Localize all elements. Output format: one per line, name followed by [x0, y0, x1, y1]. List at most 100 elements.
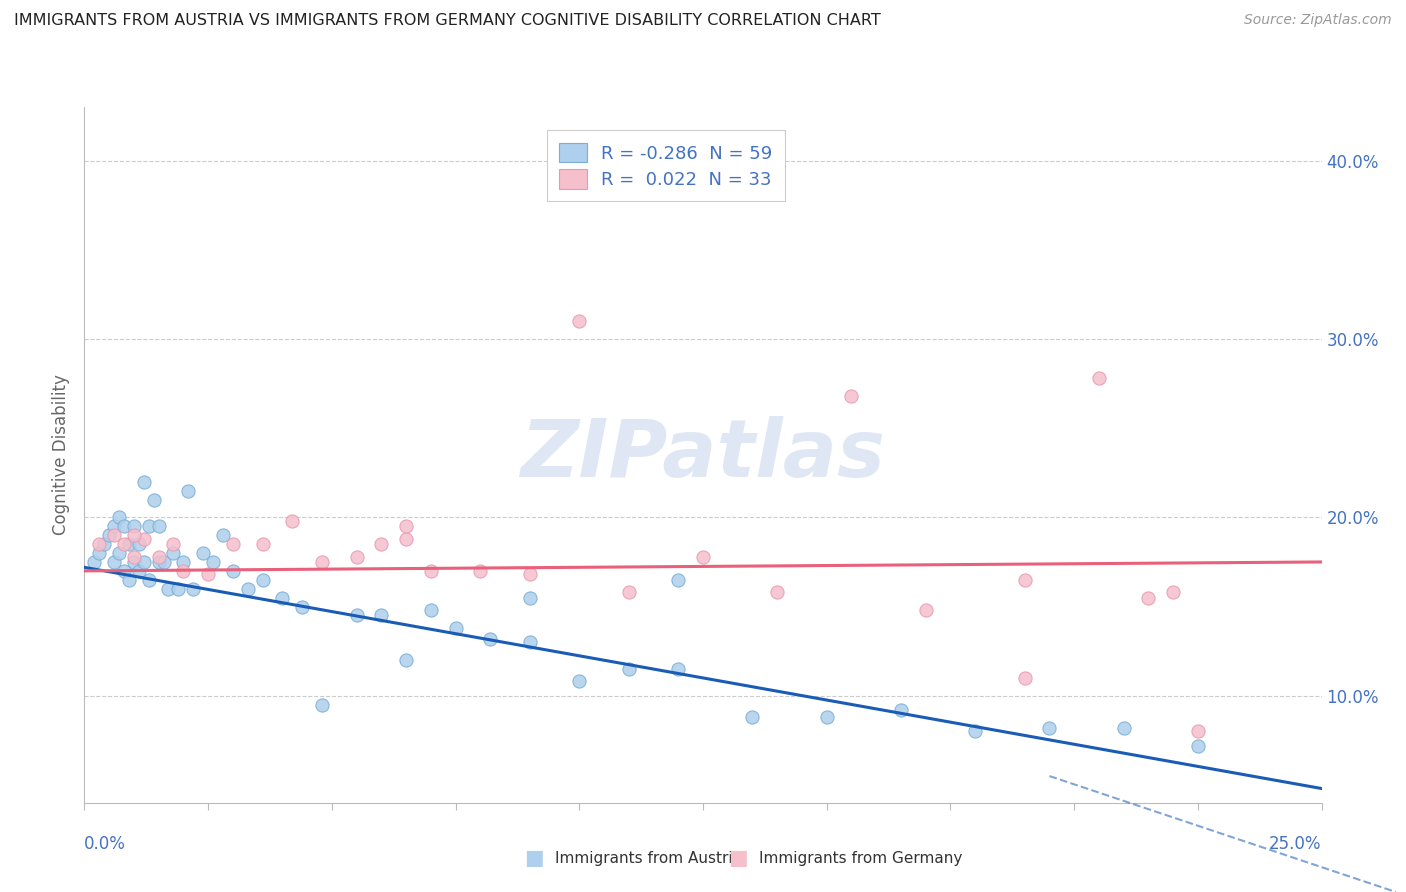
Point [222, 537, 245, 551]
Point [103, 519, 125, 533]
Point [311, 555, 333, 569]
Point [1112, 721, 1135, 735]
Point [741, 710, 763, 724]
Point [83, 555, 105, 569]
Point [271, 591, 294, 605]
Point [370, 537, 392, 551]
Point [157, 582, 180, 596]
Point [346, 549, 368, 564]
Point [122, 528, 145, 542]
Point [191, 546, 214, 560]
Point [148, 519, 170, 533]
Point [172, 564, 194, 578]
Point [1088, 371, 1111, 385]
Point [444, 621, 467, 635]
Point [617, 662, 640, 676]
Point [281, 514, 304, 528]
Text: 25.0%: 25.0% [1270, 835, 1322, 853]
Point [152, 555, 174, 569]
Point [118, 573, 141, 587]
Point [346, 608, 368, 623]
Point [122, 549, 145, 564]
Text: 0.0%: 0.0% [84, 835, 127, 853]
Point [1137, 591, 1160, 605]
Point [103, 528, 125, 542]
Point [841, 389, 863, 403]
Point [252, 573, 274, 587]
Point [108, 546, 131, 560]
Point [122, 519, 145, 533]
Text: Immigrants from Germany: Immigrants from Germany [759, 851, 963, 865]
Point [132, 555, 155, 569]
Text: Immigrants from Austria: Immigrants from Austria [555, 851, 742, 865]
Point [479, 632, 502, 646]
Point [419, 603, 441, 617]
Point [128, 564, 150, 578]
Point [172, 555, 194, 569]
Point [148, 549, 170, 564]
Point [103, 555, 125, 569]
Point [568, 674, 591, 689]
Point [470, 564, 492, 578]
Text: ■: ■ [524, 848, 544, 868]
Point [132, 475, 155, 489]
Point [370, 608, 392, 623]
Point [122, 555, 145, 569]
Point [181, 582, 204, 596]
Point [112, 537, 135, 551]
Point [692, 549, 714, 564]
Point [142, 492, 165, 507]
Point [1187, 724, 1209, 739]
Point [1187, 739, 1209, 753]
Point [202, 555, 225, 569]
Point [177, 483, 200, 498]
Point [1161, 585, 1184, 599]
Point [197, 567, 219, 582]
Point [222, 564, 245, 578]
Point [419, 564, 441, 578]
Y-axis label: Cognitive Disability: Cognitive Disability [52, 375, 70, 535]
Point [162, 537, 184, 551]
Point [395, 532, 418, 546]
Point [914, 603, 936, 617]
Point [666, 573, 689, 587]
Point [112, 564, 135, 578]
Point [1236, 867, 1258, 881]
Point [128, 537, 150, 551]
Point [252, 537, 274, 551]
Point [132, 532, 155, 546]
Point [112, 519, 135, 533]
Point [890, 703, 912, 717]
Text: Source: ZipAtlas.com: Source: ZipAtlas.com [1244, 13, 1392, 28]
Point [212, 528, 235, 542]
Point [519, 567, 541, 582]
Point [815, 710, 838, 724]
Point [89, 546, 111, 560]
Point [617, 585, 640, 599]
Point [395, 653, 418, 667]
Point [395, 519, 418, 533]
Point [89, 537, 111, 551]
Point [162, 546, 184, 560]
Text: ZIPatlas: ZIPatlas [520, 416, 886, 494]
Point [1014, 573, 1036, 587]
Point [167, 582, 190, 596]
Point [965, 724, 987, 739]
Point [568, 314, 591, 328]
Point [311, 698, 333, 712]
Point [118, 537, 141, 551]
Point [108, 510, 131, 524]
Point [666, 662, 689, 676]
Point [291, 599, 314, 614]
Point [148, 555, 170, 569]
Point [138, 519, 160, 533]
Legend: R = -0.286  N = 59, R =  0.022  N = 33: R = -0.286 N = 59, R = 0.022 N = 33 [547, 130, 785, 202]
Text: IMMIGRANTS FROM AUSTRIA VS IMMIGRANTS FROM GERMANY COGNITIVE DISABILITY CORRELAT: IMMIGRANTS FROM AUSTRIA VS IMMIGRANTS FR… [14, 13, 880, 29]
Point [1038, 721, 1060, 735]
Point [98, 528, 121, 542]
Point [236, 582, 259, 596]
Point [138, 573, 160, 587]
Point [93, 537, 115, 551]
Point [1014, 671, 1036, 685]
Point [766, 585, 789, 599]
